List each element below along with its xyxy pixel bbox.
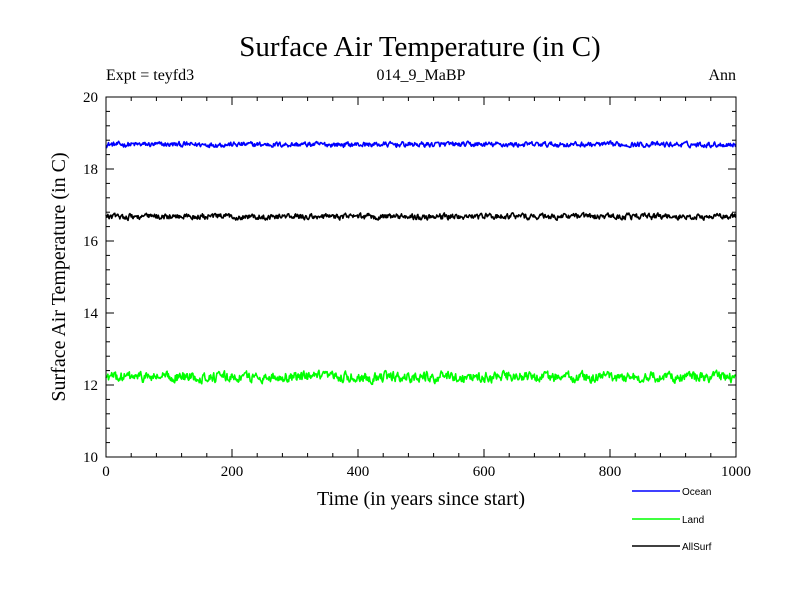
chart-title: Surface Air Temperature (in C) — [239, 31, 600, 63]
plot-frame — [105, 96, 737, 458]
x-axis-ticks: 0 200 400 600 800 1000 — [102, 97, 751, 480]
experiment-label: Expt = teyfd3 — [106, 67, 194, 84]
y-tick-label: 10 — [83, 450, 98, 466]
minor-ticks — [106, 97, 736, 457]
legend-label-allsurf: AllSurf — [682, 542, 712, 553]
series-line-allsurf — [105, 211, 737, 222]
y-tick-label: 12 — [83, 378, 98, 394]
series-layer — [105, 140, 737, 386]
x-tick-label: 200 — [221, 464, 244, 480]
y-tick-label: 16 — [83, 234, 99, 250]
series-line-land — [105, 369, 737, 386]
y-axis-label: Surface Air Temperature (in C) — [48, 152, 70, 401]
legend: Ocean Land AllSurf — [632, 487, 712, 553]
x-tick-label: 0 — [102, 464, 110, 480]
legend-label-ocean: Ocean — [682, 487, 711, 498]
y-tick-label: 18 — [83, 162, 98, 178]
y-tick-label: 14 — [83, 306, 99, 322]
season-label: Ann — [708, 67, 736, 84]
x-tick-label: 600 — [473, 464, 496, 480]
y-tick-label: 20 — [83, 90, 98, 106]
x-tick-label: 800 — [599, 464, 622, 480]
series-line-ocean — [105, 140, 737, 149]
chart-subtitle: 014_9_MaBP — [377, 67, 466, 84]
x-tick-label: 400 — [347, 464, 370, 480]
x-axis-label: Time (in years since start) — [317, 488, 525, 510]
x-tick-label: 1000 — [721, 464, 751, 480]
legend-label-land: Land — [682, 515, 704, 526]
